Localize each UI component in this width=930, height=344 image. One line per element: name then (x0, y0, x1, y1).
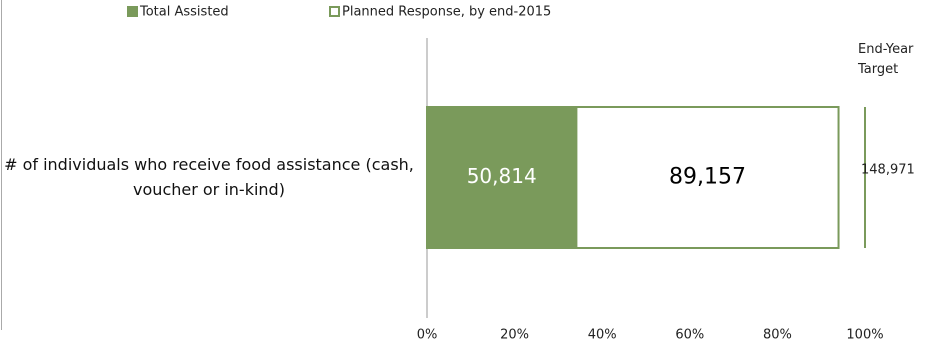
legend-label: Total Assisted (139, 5, 229, 20)
target-label: End-Year Target (858, 42, 914, 77)
legend-swatch (329, 6, 340, 17)
bar-segment (426, 106, 578, 249)
legend-swatch (127, 6, 138, 17)
data-label: 50,814 (467, 164, 537, 188)
target-value-label: 148,971 (861, 163, 915, 178)
x-tick-label: 100% (846, 328, 883, 343)
x-tick-label: 80% (763, 328, 792, 343)
x-tick-label: 40% (588, 328, 617, 343)
x-tick-label: 20% (500, 328, 529, 343)
category-label: # of individuals who receive food assist… (4, 155, 414, 199)
x-tick-label: 60% (675, 328, 704, 343)
legend-label: Planned Response, by end-2015 (342, 5, 551, 20)
data-label: 89,157 (669, 165, 746, 190)
bar-segment (575, 106, 840, 249)
x-tick-label: 0% (417, 328, 438, 343)
